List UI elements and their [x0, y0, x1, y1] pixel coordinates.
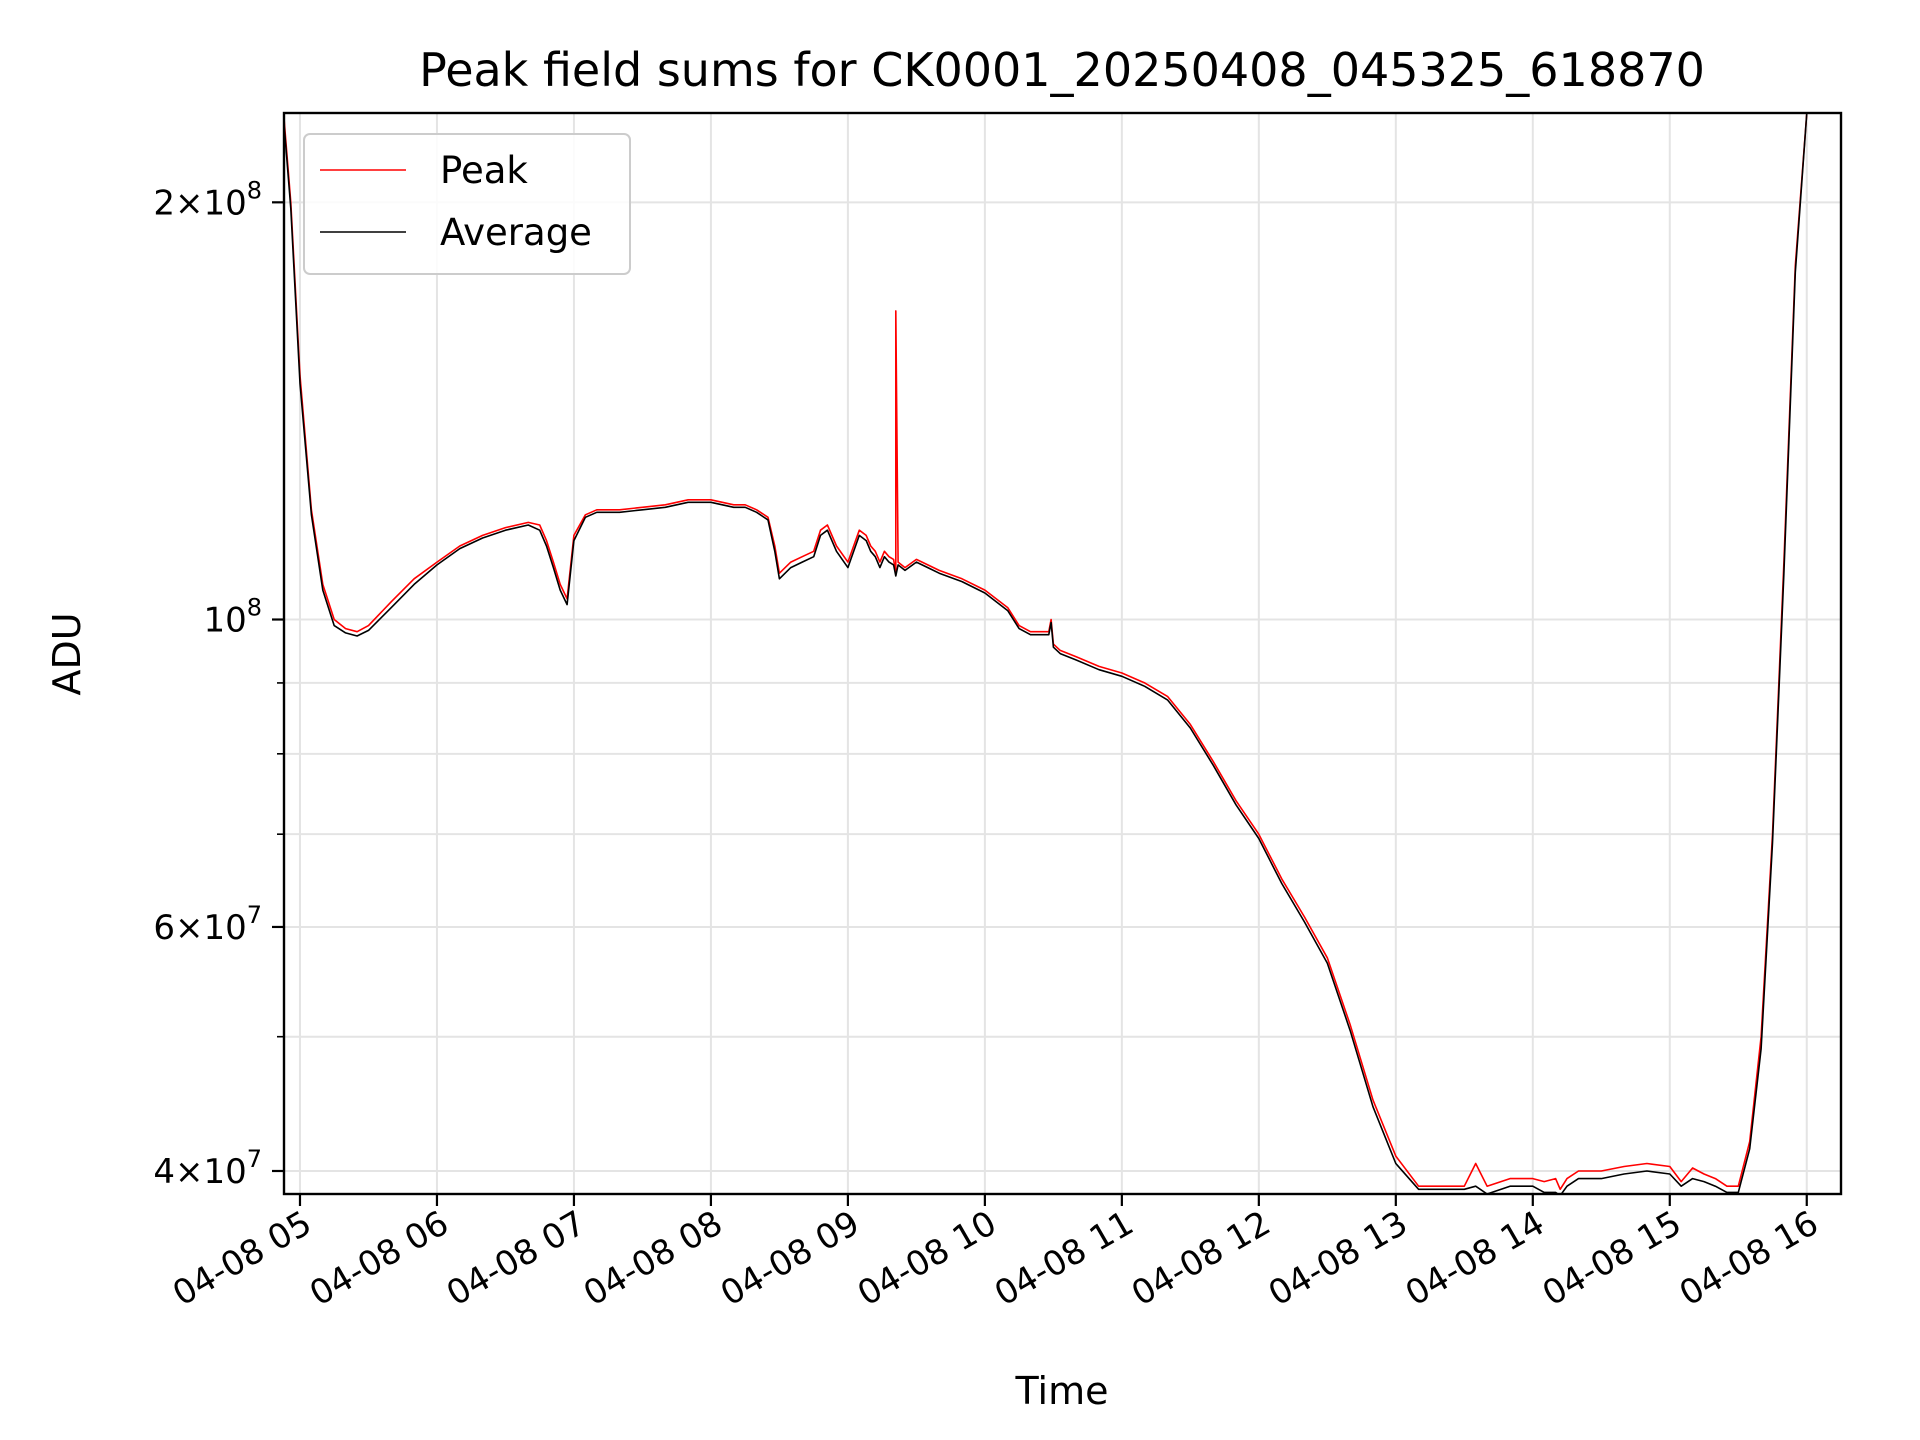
y-tick-exponent: 8 [247, 594, 262, 622]
y-tick-exponent: 8 [247, 176, 262, 204]
x-tick-label: 04-08 13 [1262, 1203, 1414, 1314]
x-tick-label: 04-08 09 [714, 1203, 866, 1314]
y-tick-exponent: 7 [247, 901, 262, 929]
y-tick-base: 10 [203, 601, 246, 641]
series-line-average [284, 113, 1808, 1194]
x-tick-label: 04-08 14 [1399, 1203, 1551, 1314]
x-tick-label: 04-08 15 [1536, 1203, 1688, 1314]
x-tick-label: 04-08 11 [988, 1203, 1140, 1314]
x-tick-label: 04-08 08 [577, 1203, 729, 1314]
x-tick-label: 04-08 10 [851, 1203, 1003, 1314]
chart-title: Peak field sums for CK0001_20250408_0453… [419, 43, 1705, 97]
y-tick-label: 4×107 [153, 1145, 262, 1192]
x-tick-label: 04-08 07 [440, 1203, 592, 1314]
legend-label-peak: Peak [440, 149, 528, 192]
y-tick-label: 2×108 [153, 176, 262, 223]
y-tick-exponent: 7 [247, 1145, 262, 1173]
y-tick-label: 108 [203, 594, 262, 641]
y-axis-label: ADU [45, 612, 89, 695]
series-line-peak [284, 113, 1808, 1191]
y-tick-base: 6×10 [153, 908, 246, 948]
grid [284, 113, 1841, 1194]
legend-label-average: Average [440, 211, 592, 254]
y-tick-label: 6×107 [153, 901, 262, 948]
y-tick-base: 2×10 [153, 183, 246, 223]
plot-frame [282, 111, 1843, 1196]
x-axis-label: Time [1015, 1369, 1109, 1413]
legend: Peak Average [303, 133, 631, 275]
y-tick-base: 4×10 [153, 1152, 246, 1192]
x-tick-label: 04-08 06 [303, 1203, 455, 1314]
x-tick-label: 04-08 16 [1673, 1203, 1825, 1314]
legend-box [303, 133, 631, 275]
x-tick-label: 04-08 05 [166, 1203, 318, 1314]
x-tick-label: 04-08 12 [1125, 1203, 1277, 1314]
plot-series [284, 113, 1808, 1194]
